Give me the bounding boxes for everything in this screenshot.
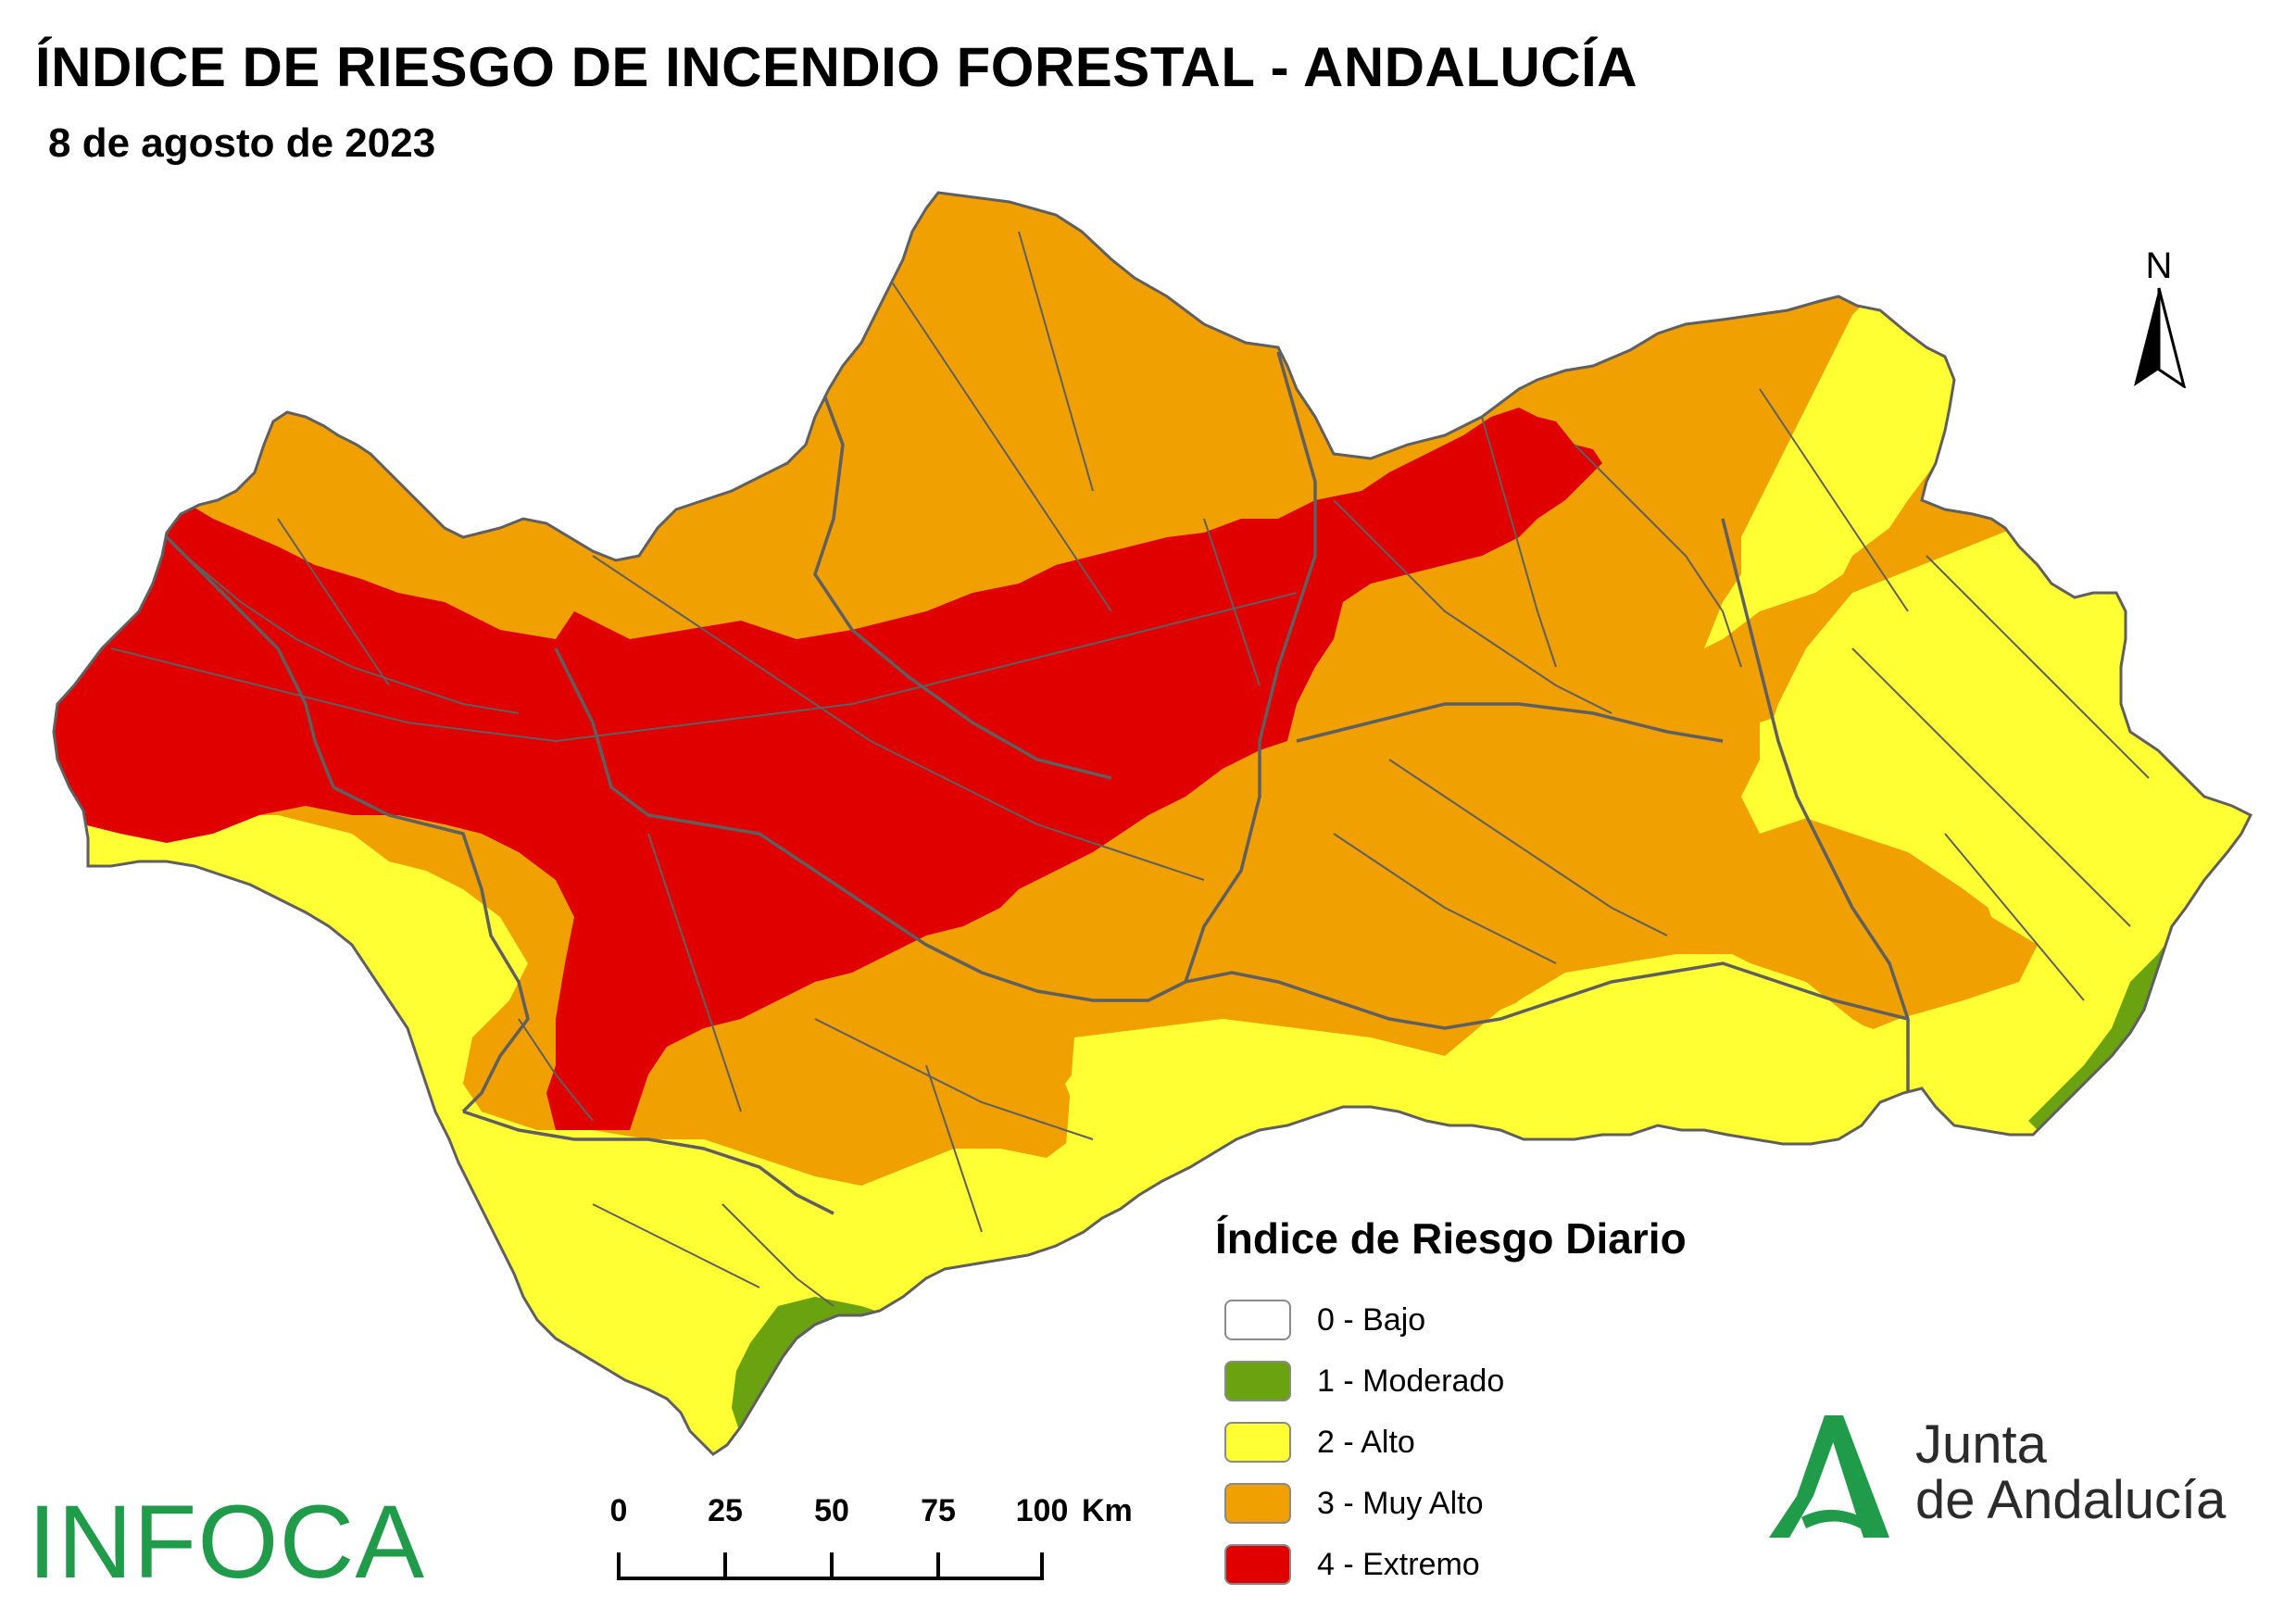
municipal-line xyxy=(721,1203,834,1307)
infoca-logo: INFOCA xyxy=(28,1484,426,1600)
legend-label-moderado: 1 - Moderado xyxy=(1317,1363,1505,1399)
legend-swatch-alto xyxy=(1224,1422,1291,1463)
municipal-line xyxy=(888,277,1112,612)
junta-emblem-icon xyxy=(1769,1415,1889,1538)
municipal-line xyxy=(1944,833,2085,1001)
scale-tick-label: 75 xyxy=(921,1493,956,1528)
province-boundary xyxy=(146,517,530,1113)
municipal-line xyxy=(1926,555,2150,779)
legend-item-bajo: 0 - Bajo xyxy=(1215,1289,1771,1351)
legend-label-muy-alto: 3 - Muy Alto xyxy=(1317,1485,1484,1521)
municipal-line xyxy=(1203,518,1261,686)
north-arrow-icon xyxy=(2134,287,2187,388)
municipal-line xyxy=(1388,759,1668,936)
municipal-line xyxy=(1333,499,1612,714)
scale-tick xyxy=(617,1552,621,1580)
zone-extremo xyxy=(54,408,1602,1130)
municipal-line xyxy=(814,1018,1094,1140)
municipal-line xyxy=(277,518,390,686)
north-label: N xyxy=(2145,245,2173,286)
province-boundary xyxy=(554,647,1186,1002)
municipal-line xyxy=(647,833,742,1112)
scale-tick xyxy=(723,1552,727,1580)
legend-swatch-muy-alto xyxy=(1224,1483,1291,1524)
province-boundary xyxy=(1721,518,1910,1093)
municipal-line xyxy=(592,555,1205,881)
municipal-line xyxy=(1481,416,1557,668)
legend-swatch-bajo xyxy=(1224,1300,1291,1340)
legend-label-alto: 2 - Alto xyxy=(1317,1424,1415,1460)
north-arrow: N xyxy=(2127,245,2191,394)
municipal-line xyxy=(1333,833,1557,964)
junta-wordmark: Junta de Andalucía xyxy=(1915,1417,2226,1528)
scale-tick xyxy=(936,1552,940,1580)
legend-label-bajo: 0 - Bajo xyxy=(1317,1301,1426,1338)
municipal-line xyxy=(110,592,1298,743)
scale-tick-label: 25 xyxy=(708,1493,743,1528)
province-boundary xyxy=(1296,702,1724,743)
legend-label-extremo: 4 - Extremo xyxy=(1317,1546,1480,1582)
legend-title: Índice de Riesgo Diario xyxy=(1215,1214,1687,1263)
legend-item-moderado: 1 - Moderado xyxy=(1215,1351,1771,1412)
municipal-line xyxy=(1851,647,2131,927)
scale-tick-label: 100 xyxy=(1015,1493,1069,1528)
scale-tick xyxy=(1040,1552,1044,1580)
junta-line1: Junta xyxy=(1915,1414,2047,1475)
zone-moderado-almeria xyxy=(2028,936,2172,1130)
scale-tick-label: 0 xyxy=(609,1493,628,1528)
province-boundary xyxy=(462,1110,834,1215)
legend-item-extremo: 4 - Extremo xyxy=(1215,1534,1771,1595)
legend-item-alto: 2 - Alto xyxy=(1215,1412,1771,1473)
scale-tick-label: 50 xyxy=(814,1493,849,1528)
municipal-line xyxy=(1759,388,1909,612)
junta-de-andalucia-logo: Junta de Andalucía xyxy=(1760,1408,2278,1556)
scale-bar: 0 25 50 75 100 Km xyxy=(593,1493,1167,1595)
legend-swatch-extremo xyxy=(1224,1544,1291,1585)
legend-item-muy-alto: 3 - Muy Alto xyxy=(1215,1473,1771,1534)
legend-swatch-moderado xyxy=(1224,1361,1291,1401)
municipal-line xyxy=(518,1018,594,1122)
risk-zones xyxy=(54,193,2251,1454)
zone-alto-south-coast xyxy=(1065,959,1964,1158)
municipal-line xyxy=(184,555,520,714)
municipal-line xyxy=(1574,444,1742,668)
zone-alto-east xyxy=(1704,287,1954,648)
municipal-line xyxy=(925,1064,983,1233)
junta-line2: de Andalucía xyxy=(1915,1470,2227,1530)
legend: Índice de Riesgo Diario 0 - Bajo 1 - Mod… xyxy=(1215,1213,1771,1602)
scale-unit: Km xyxy=(1082,1493,1133,1528)
province-boundary xyxy=(1185,961,1909,1030)
map-date: 8 de agosto de 2023 xyxy=(48,120,436,166)
municipal-line xyxy=(592,1203,760,1288)
province-boundary xyxy=(1184,351,1317,983)
municipal-line xyxy=(1018,231,1094,492)
map-title: ÍNDICE DE RIESGO DE INCENDIO FORESTAL - … xyxy=(35,36,1638,98)
scale-tick xyxy=(830,1552,834,1580)
